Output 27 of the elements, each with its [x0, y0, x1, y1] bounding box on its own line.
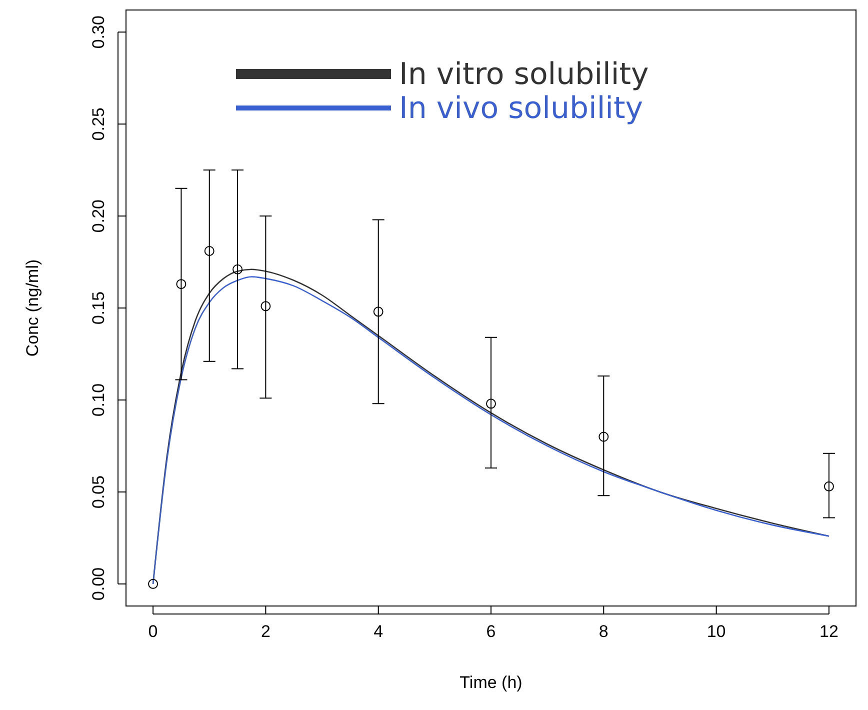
x-tick-label: 2 — [260, 622, 270, 641]
x-tick-label: 0 — [148, 622, 158, 641]
text: In vitro solubility — [399, 57, 649, 92]
x-axis-title: Time (h) — [460, 673, 522, 692]
x-tick-label: 12 — [820, 622, 838, 641]
point — [824, 481, 834, 492]
point — [176, 279, 186, 290]
y-axis-title: Conc (ng/ml) — [23, 259, 42, 357]
y-tick-label: 0.30 — [89, 16, 108, 49]
x-tick-label: 6 — [486, 622, 496, 641]
y-tick-label: 0.00 — [89, 567, 108, 600]
point — [232, 264, 243, 274]
point — [373, 306, 384, 317]
point — [260, 301, 271, 312]
point — [486, 398, 496, 409]
x-tick-label: 4 — [374, 622, 384, 641]
text: In vivo solubility — [399, 91, 644, 126]
y-tick-label: 0.10 — [89, 383, 108, 417]
y-tick-label: 0.25 — [89, 108, 108, 141]
point — [148, 578, 158, 589]
x-tick-label: 10 — [706, 622, 726, 641]
y-tick-label: 0.05 — [89, 475, 108, 508]
point — [204, 246, 214, 256]
y-tick-label: 0.15 — [89, 291, 108, 325]
x-tick-label: 8 — [598, 622, 608, 641]
y-tick-label: 0.20 — [89, 199, 108, 233]
point — [598, 432, 609, 442]
